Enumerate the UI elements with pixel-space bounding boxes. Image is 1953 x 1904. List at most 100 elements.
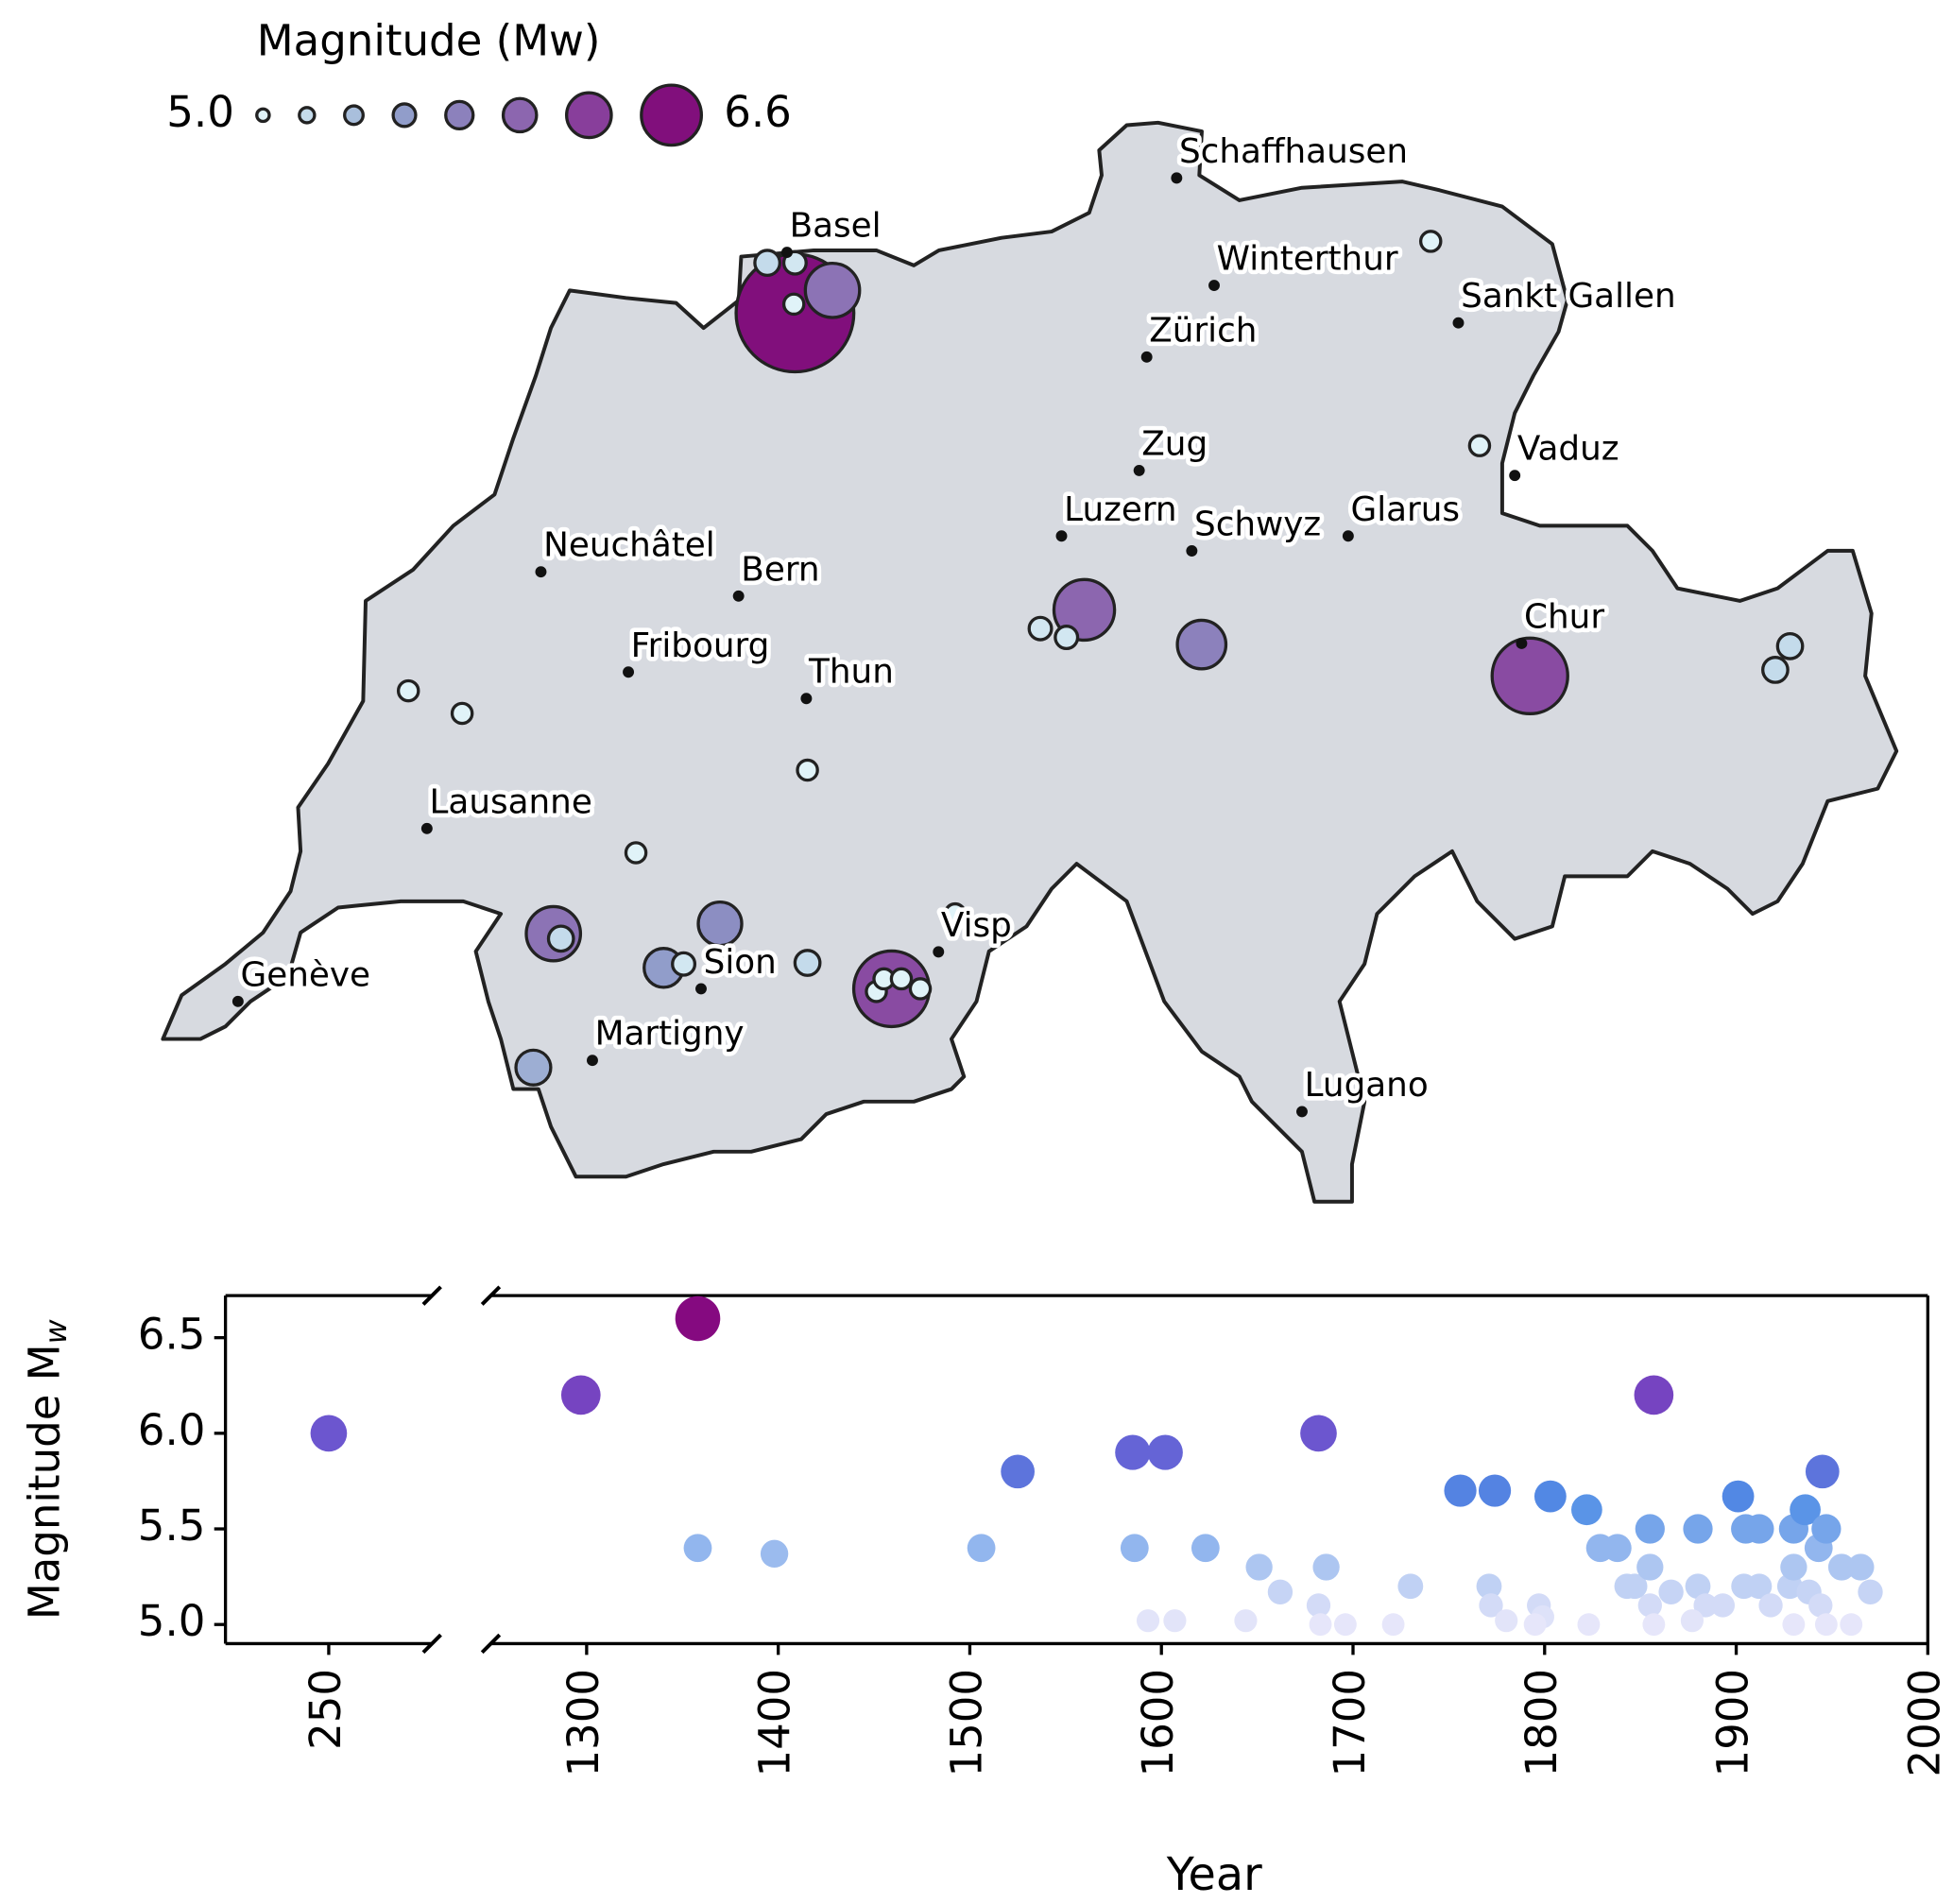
scatter-point: [1635, 1514, 1665, 1544]
x-tick-label: 1400: [750, 1669, 800, 1777]
city-dot: [1186, 545, 1198, 557]
scatter-point: [760, 1539, 789, 1569]
scatter-point: [1782, 1613, 1806, 1637]
city-label: Winterthur: [1217, 240, 1398, 279]
scatter-point: [1758, 1593, 1783, 1618]
city-label: Vaduz: [1517, 430, 1619, 469]
earthquake-marker: [1761, 656, 1790, 684]
map-layer: Schaffhausen Basel Winterthur Sankt Gallen Z…: [231, 128, 1805, 1118]
city-dot: [1452, 317, 1465, 329]
scatter-point: [1602, 1534, 1632, 1563]
scatter-point: [967, 1534, 996, 1563]
city-label: Sankt Gallen: [1461, 277, 1675, 316]
scatter-point: [1312, 1553, 1340, 1581]
scatter-point: [1808, 1593, 1833, 1618]
city-dot: [800, 693, 813, 705]
city-label: Lugano: [1305, 1066, 1429, 1105]
scatter-point: [1637, 1593, 1662, 1618]
city-dot: [420, 822, 433, 834]
city-label: Neuchâtel: [543, 526, 715, 565]
scatter-point: [1120, 1534, 1149, 1563]
earthquake-marker: [889, 967, 914, 991]
legend-label: 5.0: [166, 87, 234, 137]
earthquake-marker: [671, 951, 697, 977]
earthquake-marker: [450, 701, 474, 726]
scatter-point: [1495, 1609, 1518, 1633]
scatter-point: [1722, 1480, 1755, 1513]
y-tick-label: 5.5: [138, 1501, 206, 1551]
legend-title: Magnitude (Mw): [257, 15, 601, 65]
city-label: Zug: [1141, 424, 1208, 463]
city-dot: [732, 590, 745, 602]
x-tick-label: 1600: [1133, 1669, 1183, 1777]
city-label: Martigny: [595, 1015, 745, 1054]
scatter-point: [1683, 1514, 1713, 1544]
city-dot: [1509, 470, 1521, 482]
city-dot: [535, 566, 547, 578]
city-dot: [933, 946, 945, 958]
scatter-point: [1309, 1613, 1332, 1637]
earthquake-marker: [624, 841, 648, 865]
scatter-point: [1163, 1609, 1187, 1633]
city-dot: [780, 247, 793, 259]
city-dot: [1171, 172, 1183, 184]
legend-marker: [255, 107, 271, 124]
city-dot: [623, 666, 635, 678]
chart: 5.0 5.5 6.0 6.5 250 1300 1400 1500 1600 1700 1800 1…: [20, 1285, 1949, 1901]
scatter-point: [1245, 1553, 1273, 1581]
city-dot: [1133, 464, 1145, 476]
scatter-point: [1840, 1613, 1863, 1637]
city-label: Bern: [741, 550, 819, 589]
earthquake-marker: [546, 924, 575, 953]
y-tick-label: 6.5: [138, 1310, 206, 1360]
city-dot: [1208, 280, 1220, 292]
city-dot: [1296, 1106, 1308, 1118]
scatter-point: [1746, 1573, 1773, 1600]
y-axis-label: Magnitude Mw: [20, 1318, 75, 1620]
earthquake-marker: [803, 261, 862, 319]
legend-marker: [501, 96, 539, 134]
scatter-point: [1811, 1514, 1842, 1544]
scatter-point: [1533, 1480, 1567, 1513]
earthquake-marker: [1175, 618, 1228, 671]
x-tick-label: 1800: [1516, 1669, 1567, 1777]
city-label: Schwyz: [1194, 506, 1321, 544]
legend-marker: [391, 102, 418, 129]
scatter-point: [1333, 1613, 1357, 1637]
earthquake-marker: [796, 758, 819, 782]
city-label: Thun: [808, 653, 894, 692]
scatter-point: [1827, 1553, 1856, 1581]
axis-break: [421, 1633, 442, 1655]
scatter-point: [1790, 1494, 1821, 1526]
city-dot: [587, 1055, 598, 1067]
earthquake-marker: [514, 1048, 553, 1087]
earthquake-marker: [908, 977, 933, 1001]
x-tick-label: 1300: [558, 1669, 608, 1777]
city-label: Luzern: [1064, 490, 1176, 529]
y-axis-label-subscript: w: [39, 1318, 74, 1344]
city-label: Zürich: [1149, 311, 1257, 350]
earthquake-marker: [1490, 636, 1569, 715]
city-label: Sion: [704, 943, 777, 982]
scatter-point: [1858, 1579, 1883, 1604]
scatter-point: [1381, 1613, 1405, 1637]
scatter-point: [310, 1415, 348, 1452]
legend-marker: [343, 104, 365, 127]
city-label: Visp: [941, 906, 1012, 945]
earthquake-marker: [781, 292, 806, 317]
scatter-point: [1234, 1609, 1258, 1633]
earthquake-marker: [793, 949, 822, 977]
city-dot: [695, 983, 707, 995]
earthquake-marker: [1054, 625, 1080, 651]
scatter-point: [1680, 1609, 1704, 1633]
y-tick-label: 6.0: [138, 1405, 206, 1455]
scatter-point: [1685, 1573, 1711, 1600]
earthquake-marker: [1775, 631, 1805, 660]
scatter-point: [1523, 1613, 1547, 1637]
scatter-point: [1267, 1579, 1293, 1604]
city-dot: [231, 995, 244, 1007]
scatter-point: [560, 1375, 601, 1415]
scatter-point: [1636, 1553, 1664, 1581]
scatter-point: [1571, 1494, 1602, 1526]
